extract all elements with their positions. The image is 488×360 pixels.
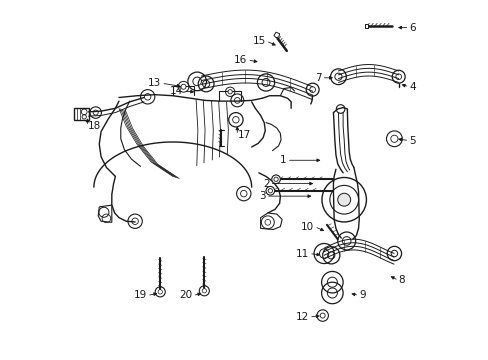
Text: 10: 10 xyxy=(301,222,314,231)
Text: 16: 16 xyxy=(234,55,247,65)
Text: 12: 12 xyxy=(295,312,308,322)
Text: 9: 9 xyxy=(359,291,365,301)
Circle shape xyxy=(271,175,280,184)
Text: 5: 5 xyxy=(408,136,415,145)
Polygon shape xyxy=(364,24,367,28)
Text: 3: 3 xyxy=(259,191,265,201)
Text: 11: 11 xyxy=(295,248,308,258)
Circle shape xyxy=(227,90,232,94)
Text: 2: 2 xyxy=(263,179,269,189)
Text: 8: 8 xyxy=(398,275,405,285)
Polygon shape xyxy=(273,32,279,38)
Circle shape xyxy=(265,186,274,195)
Text: 6: 6 xyxy=(408,23,415,33)
Text: 1: 1 xyxy=(280,155,286,165)
Text: 15: 15 xyxy=(252,36,265,46)
Polygon shape xyxy=(74,108,88,120)
Circle shape xyxy=(181,84,185,89)
Text: 17: 17 xyxy=(237,130,250,140)
Polygon shape xyxy=(260,213,282,229)
Text: 4: 4 xyxy=(408,82,415,92)
Text: 18: 18 xyxy=(87,121,101,131)
Text: 19: 19 xyxy=(133,291,147,301)
Text: 13: 13 xyxy=(148,78,161,88)
Text: 7: 7 xyxy=(314,73,321,83)
Circle shape xyxy=(337,193,350,206)
Text: 14: 14 xyxy=(170,86,183,96)
Polygon shape xyxy=(98,205,112,222)
Text: 20: 20 xyxy=(179,291,192,301)
